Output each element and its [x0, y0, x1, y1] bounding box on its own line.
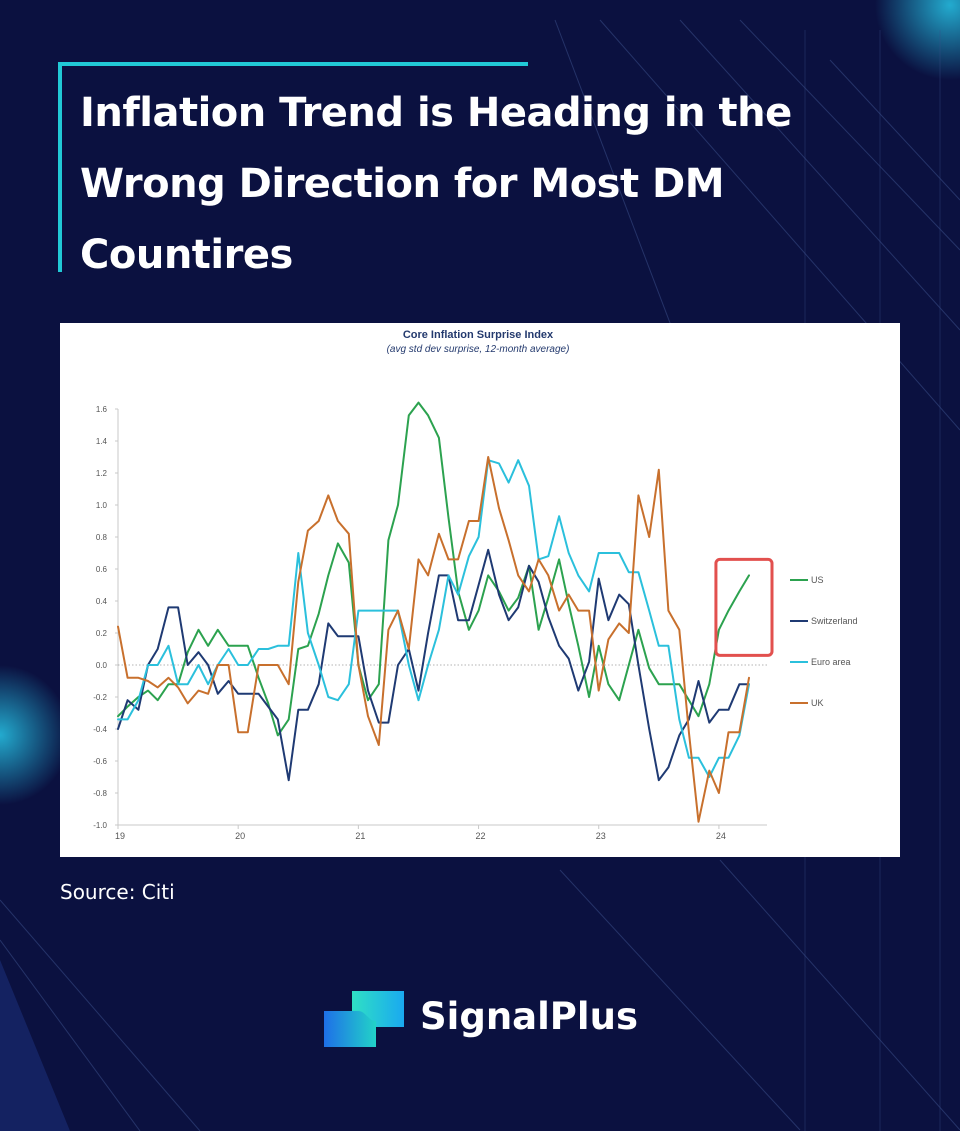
y-tick-label: 1.6	[96, 405, 108, 414]
y-tick-label: 1.0	[96, 501, 108, 510]
legend-label: Switzerland	[811, 616, 858, 626]
series-line-uk	[117, 456, 750, 823]
corner-glow	[875, 0, 960, 80]
y-tick-label: 1.4	[96, 437, 108, 446]
x-tick-label: 21	[355, 831, 365, 841]
page-title-line: Wrong Direction for Most DM	[80, 161, 725, 207]
signalplus-logo-icon	[324, 991, 404, 1047]
x-tick-label: 22	[476, 831, 486, 841]
chart-subtitle: (avg std dev surprise, 12-month average)	[387, 344, 570, 355]
background-line	[0, 899, 201, 1131]
background-line	[599, 19, 960, 431]
background-line	[559, 869, 801, 1131]
background-line	[679, 19, 960, 331]
background-line	[739, 19, 960, 251]
page-title-line: Countires	[80, 232, 293, 278]
chart-title: Core Inflation Surprise Index	[403, 329, 554, 341]
highlight-box	[714, 557, 774, 657]
background-wedge	[0, 960, 70, 1131]
title-accent-bar	[58, 62, 528, 66]
series-line-switzerland	[117, 548, 750, 782]
source-note: Source: Citi	[60, 880, 175, 904]
y-tick-label: -0.2	[93, 693, 107, 702]
y-tick-label: 0.2	[96, 629, 108, 638]
y-tick-label: 0.8	[96, 533, 108, 542]
title-accent-bar-vertical	[58, 62, 62, 272]
y-tick-label: -0.8	[93, 789, 107, 798]
x-tick-label: 23	[596, 831, 606, 841]
side-glow	[0, 665, 70, 805]
page-title: Inflation Trend is Heading in the Wrong …	[80, 78, 840, 291]
series-line-euro-area	[117, 459, 750, 778]
x-tick-label: 24	[716, 831, 726, 841]
chart-panel: Core Inflation Surprise Index (avg std de…	[60, 323, 900, 857]
legend-label: Euro area	[811, 657, 851, 667]
background-line	[719, 859, 960, 1131]
y-tick-label: 0.4	[96, 597, 108, 606]
background-line	[829, 59, 960, 201]
inflation-chart: Core Inflation Surprise Index (avg std de…	[93, 329, 858, 841]
series-line-us	[117, 401, 750, 737]
y-tick-label: -0.4	[93, 725, 107, 734]
legend-label: UK	[811, 698, 824, 708]
y-tick-label: -1.0	[93, 821, 107, 830]
y-tick-label: 1.2	[96, 469, 108, 478]
x-tick-label: 19	[115, 831, 125, 841]
x-tick-label: 20	[235, 831, 245, 841]
y-tick-label: -0.6	[93, 757, 107, 766]
page-title-line: Inflation Trend is Heading in the	[80, 90, 792, 136]
background-line	[0, 939, 141, 1131]
legend-label: US	[811, 575, 824, 585]
brand-name: SignalPlus	[420, 995, 638, 1038]
y-tick-label: 0.6	[96, 565, 108, 574]
y-tick-label: 0.0	[96, 661, 108, 670]
